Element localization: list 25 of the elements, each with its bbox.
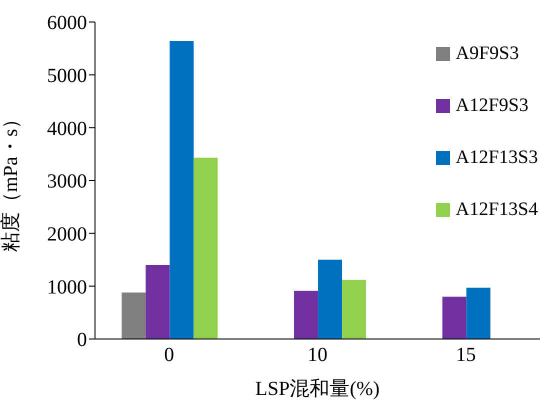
legend-label: A12F9S3: [456, 95, 528, 117]
y-tick-label: 6000: [47, 12, 87, 34]
bar: [442, 296, 466, 339]
y-tick-label: 1000: [47, 276, 87, 298]
y-tick-label: 5000: [47, 64, 87, 87]
x-tick-label: 15: [456, 344, 476, 366]
bar: [194, 158, 218, 339]
legend-label: A12F13S4: [456, 199, 538, 221]
y-tick-label: 4000: [47, 118, 87, 140]
y-axis-title: 粘度（mPa・s）: [0, 108, 22, 252]
bar: [122, 292, 146, 339]
x-axis-title: LSP混和量(%): [255, 378, 380, 400]
y-tick-label: 2000: [47, 223, 87, 246]
bar: [318, 260, 342, 339]
bar: [170, 41, 194, 339]
bar: [146, 265, 170, 339]
x-tick-label: 0: [164, 344, 174, 366]
legend-label: A9F9S3: [456, 43, 519, 65]
bar: [466, 288, 490, 339]
x-tick-label: 10: [308, 344, 328, 366]
legend-label: A12F13S3: [456, 147, 538, 169]
y-tick-label: 3000: [47, 170, 87, 193]
bar: [294, 290, 318, 339]
bar: [342, 280, 366, 339]
y-tick-label: 0: [77, 329, 87, 352]
